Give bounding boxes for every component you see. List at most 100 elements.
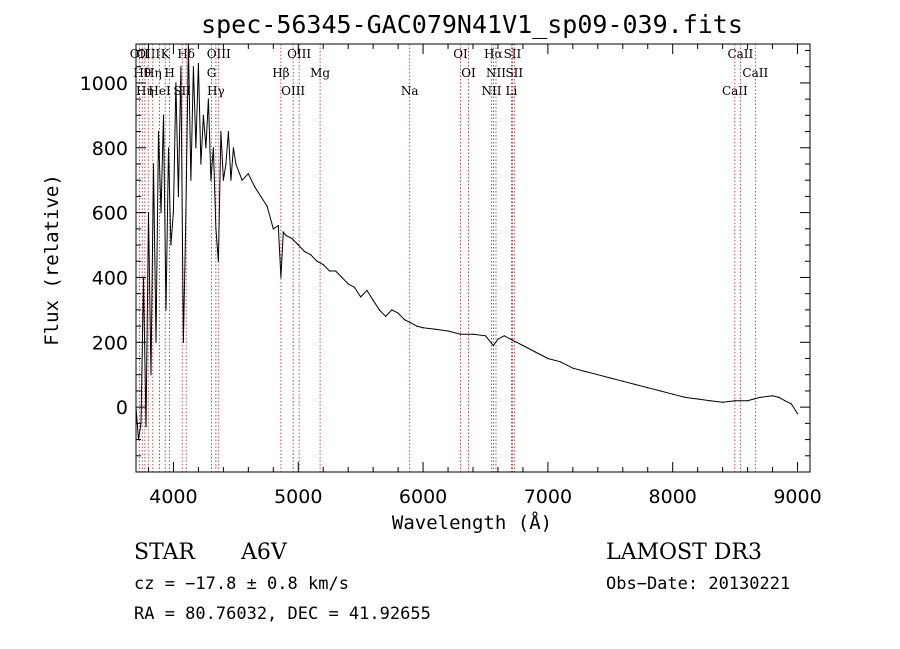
data-point (753, 398, 755, 400)
data-point (784, 400, 786, 402)
line-marker-label: Hη (144, 66, 162, 80)
data-point (145, 426, 147, 428)
data-point (435, 328, 437, 330)
data-point (225, 163, 227, 165)
line-marker-label: NII (481, 84, 501, 98)
data-point (260, 195, 262, 197)
data-point (484, 335, 487, 337)
y-tick-label: 1000 (80, 73, 128, 95)
line-marker-label: SII (505, 66, 523, 80)
line-marker-label: Hβ (272, 66, 289, 80)
data-point (310, 254, 312, 256)
data-point (285, 234, 287, 236)
data-point (647, 387, 649, 389)
data-point (272, 228, 274, 230)
data-point (182, 341, 184, 343)
redshift-line: cz = −17.8 ± 0.8 km/s (134, 574, 349, 594)
survey-name: LAMOST DR3 (606, 540, 762, 565)
data-point (322, 263, 324, 266)
series-group (135, 43, 799, 441)
line-marker-label: CaII (727, 47, 753, 61)
data-point (328, 270, 331, 272)
y-tick-label: 800 (92, 138, 128, 160)
data-point (147, 212, 150, 214)
x-tick-label: 8000 (649, 486, 697, 508)
line-marker-label: G (207, 66, 217, 80)
ra-dec-line: RA = 80.76032, DEC = 41.92655 (134, 604, 431, 624)
x-tick-label: 9000 (773, 486, 821, 508)
data-point (220, 130, 222, 133)
data-point (709, 400, 711, 402)
plot-frame (135, 43, 811, 473)
data-point (232, 147, 234, 149)
data-point (597, 374, 599, 376)
line-marker-label: OIII (136, 47, 160, 61)
x-tick-label: 4000 (149, 486, 197, 508)
data-point (157, 130, 160, 133)
data-point (247, 173, 249, 175)
data-point (516, 341, 518, 343)
data-point (509, 338, 511, 340)
data-point (175, 82, 177, 84)
y-tick-label: 400 (92, 267, 128, 289)
data-point (534, 351, 537, 353)
line-marker-label: CaII (722, 84, 748, 98)
data-point (353, 286, 355, 288)
data-point (316, 260, 318, 262)
data-point (197, 62, 199, 65)
object-type: STAR (134, 540, 196, 565)
data-point (622, 380, 624, 382)
line-marker-label: Mg (310, 66, 330, 80)
data-point (172, 212, 174, 214)
data-point (167, 147, 170, 149)
data-point (170, 244, 172, 246)
data-point (403, 319, 405, 321)
data-point (734, 400, 736, 402)
data-point (155, 341, 157, 343)
data-point (790, 403, 792, 405)
data-point (547, 357, 549, 360)
data-point (347, 283, 349, 285)
y-axis-label: Flux (relative) (41, 174, 63, 346)
data-point (192, 66, 194, 68)
data-point (659, 390, 661, 392)
data-point (254, 186, 256, 188)
data-point (266, 205, 268, 207)
data-point (497, 338, 499, 340)
data-point (391, 309, 393, 311)
data-point (291, 237, 293, 240)
x-tick-label: 5000 (274, 486, 322, 508)
data-point (205, 147, 207, 149)
data-point (217, 260, 219, 262)
data-point (492, 344, 494, 347)
line-marker-label: OIII (207, 47, 231, 61)
data-point (215, 228, 217, 230)
line-marker-label: Hη (136, 84, 154, 98)
data-point (378, 309, 380, 311)
data-point (778, 396, 780, 398)
data-point (759, 396, 761, 398)
data-point (772, 395, 774, 397)
line-marker-label: Na (401, 84, 419, 98)
data-point (185, 212, 187, 214)
data-point (210, 179, 212, 181)
data-point (160, 212, 162, 214)
data-point (297, 244, 299, 246)
data-point (280, 276, 282, 279)
data-point (584, 370, 586, 373)
line-marker-label: K (161, 47, 171, 61)
line-marker-label: OII (130, 47, 150, 61)
data-point (634, 383, 636, 386)
line-marker-label: HeI (148, 84, 171, 98)
data-point (397, 312, 399, 314)
line-marker-label: Hγ (207, 84, 225, 98)
x-axis-label: Wavelength (Å) (392, 511, 552, 534)
data-point (277, 225, 279, 227)
data-point (282, 231, 284, 233)
data-point (230, 179, 232, 181)
data-point (200, 163, 202, 165)
data-point (559, 361, 562, 363)
y-tick-label: 0 (116, 397, 128, 419)
line-marker-label: CaII (742, 66, 768, 80)
